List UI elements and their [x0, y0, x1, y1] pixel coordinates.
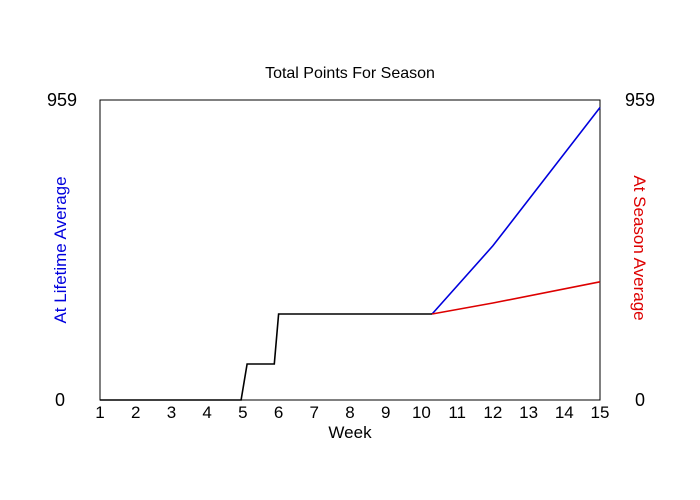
chart-title: Total Points For Season	[265, 65, 435, 82]
series-line-lifetime	[431, 107, 601, 315]
y-axis-label-left: At Lifetime Average	[51, 176, 70, 323]
x-tick-label: 14	[555, 403, 574, 422]
x-tick-label: 4	[202, 403, 211, 422]
x-tick-label: 12	[483, 403, 502, 422]
y-tick-right-bottom: 0	[635, 390, 645, 410]
y-axis-label-right: At Season Average	[630, 175, 649, 320]
y-tick-left-bottom: 0	[55, 390, 65, 410]
x-axis-label: Week	[328, 423, 372, 442]
series-layer	[100, 107, 601, 401]
x-tick-label: 11	[448, 403, 466, 422]
y-tick-right-top: 959	[625, 90, 655, 110]
series-line-season	[431, 281, 601, 315]
x-tick-label: 15	[591, 403, 610, 422]
plot-frame	[99, 99, 601, 401]
x-tick-label: 7	[310, 403, 319, 422]
x-tick-label: 6	[274, 403, 283, 422]
x-tick-label: 5	[238, 403, 247, 422]
x-tick-label: 13	[519, 403, 538, 422]
x-tick-label: 9	[381, 403, 390, 422]
x-axis-ticks: 1 2 3 4 5 6 7 8 9 10 11 12 13 14 15	[95, 403, 609, 422]
x-tick-label: 1	[95, 403, 104, 422]
series-line-actual	[100, 313, 433, 401]
x-tick-label: 8	[345, 403, 354, 422]
y-tick-left-top: 959	[47, 90, 77, 110]
x-tick-label: 3	[167, 403, 176, 422]
x-tick-label: 2	[131, 403, 140, 422]
x-tick-label: 10	[412, 403, 431, 422]
